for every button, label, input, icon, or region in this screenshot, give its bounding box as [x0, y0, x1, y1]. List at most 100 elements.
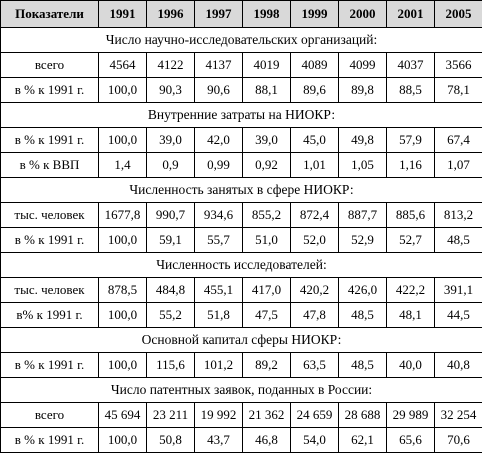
table-cell: 1,4	[99, 153, 147, 178]
table-cell: 90,3	[147, 78, 195, 103]
header-year: 1997	[195, 1, 243, 28]
table-cell: 1,16	[387, 153, 435, 178]
section-title: Число научно-исследовательских организац…	[1, 28, 482, 53]
section-title: Численность занятых в сфере НИОКР:	[1, 178, 482, 203]
table-cell: 70,6	[435, 428, 482, 453]
section-title: Внутренние затраты на НИОКР:	[1, 103, 482, 128]
header-year: 2005	[435, 1, 482, 28]
table-cell: 4037	[387, 53, 435, 78]
table-cell: 100,0	[99, 128, 147, 153]
table-cell: 4122	[147, 53, 195, 78]
table-cell: 89,2	[243, 353, 291, 378]
table-cell: 88,1	[243, 78, 291, 103]
table-cell: 100,0	[99, 303, 147, 328]
table-cell: 878,5	[99, 278, 147, 303]
header-year: 1998	[243, 1, 291, 28]
table-cell: 49,8	[339, 128, 387, 153]
table-cell: 100,0	[99, 428, 147, 453]
table-cell: 115,6	[147, 353, 195, 378]
table-body: Число научно-исследовательских организац…	[1, 28, 482, 453]
table-cell: 55,7	[195, 228, 243, 253]
table-cell: 78,1	[435, 78, 482, 103]
table-cell: 51,0	[243, 228, 291, 253]
section-row: Численность занятых в сфере НИОКР:	[1, 178, 482, 203]
table-cell: 46,8	[243, 428, 291, 453]
table-cell: 89,6	[291, 78, 339, 103]
table-cell: 101,2	[195, 353, 243, 378]
table-cell: 47,8	[291, 303, 339, 328]
table-cell: 0,9	[147, 153, 195, 178]
table-cell: 1,05	[339, 153, 387, 178]
table-cell: 4089	[291, 53, 339, 78]
table-cell: 65,6	[387, 428, 435, 453]
table-cell: 391,1	[435, 278, 482, 303]
header-year: 1996	[147, 1, 195, 28]
table-cell: 21 362	[243, 403, 291, 428]
row-label: в % к 1991 г.	[1, 428, 99, 453]
table-cell: 52,0	[291, 228, 339, 253]
section-row: Основной капитал сферы НИОКР:	[1, 328, 482, 353]
section-row: Число патентных заявок, поданных в Росси…	[1, 378, 482, 403]
row-label: в % к 1991 г.	[1, 228, 99, 253]
header-year: 2001	[387, 1, 435, 28]
section-title: Основной капитал сферы НИОКР:	[1, 328, 482, 353]
row-label: в % к ВВП	[1, 153, 99, 178]
table-cell: 1,01	[291, 153, 339, 178]
header-year: 1999	[291, 1, 339, 28]
table-cell: 24 659	[291, 403, 339, 428]
table-cell: 42,0	[195, 128, 243, 153]
row-label: в % к 1991 г.	[1, 78, 99, 103]
table-cell: 455,1	[195, 278, 243, 303]
table-cell: 887,7	[339, 203, 387, 228]
row-label: в% к 1991 г.	[1, 303, 99, 328]
table-cell: 88,5	[387, 78, 435, 103]
table-cell: 67,4	[435, 128, 482, 153]
header-indicators: Показатели	[1, 1, 99, 28]
header-year: 1991	[99, 1, 147, 28]
table-cell: 855,2	[243, 203, 291, 228]
table-cell: 813,2	[435, 203, 482, 228]
table-cell: 1677,8	[99, 203, 147, 228]
header-row: Показатели 1991 1996 1997 1998 1999 2000…	[1, 1, 482, 28]
table-cell: 45 694	[99, 403, 147, 428]
table-cell: 63,5	[291, 353, 339, 378]
table-cell: 422,2	[387, 278, 435, 303]
table-cell: 0,92	[243, 153, 291, 178]
table-cell: 52,9	[339, 228, 387, 253]
table-cell: 420,2	[291, 278, 339, 303]
table-cell: 100,0	[99, 78, 147, 103]
table-cell: 990,7	[147, 203, 195, 228]
table-cell: 89,8	[339, 78, 387, 103]
table-cell: 90,6	[195, 78, 243, 103]
table-cell: 50,8	[147, 428, 195, 453]
header-year: 2000	[339, 1, 387, 28]
table-cell: 59,1	[147, 228, 195, 253]
table-cell: 426,0	[339, 278, 387, 303]
table-cell: 872,4	[291, 203, 339, 228]
table-cell: 40,8	[435, 353, 482, 378]
table-cell: 32 254	[435, 403, 482, 428]
table-cell: 934,6	[195, 203, 243, 228]
row-label: всего	[1, 403, 99, 428]
section-row: Численность исследователей:	[1, 253, 482, 278]
row-label: в % к 1991 г.	[1, 128, 99, 153]
table-cell: 57,9	[387, 128, 435, 153]
section-row: Число научно-исследовательских организац…	[1, 28, 482, 53]
table-cell: 3566	[435, 53, 482, 78]
table-cell: 62,1	[339, 428, 387, 453]
table-cell: 4099	[339, 53, 387, 78]
table-cell: 1,07	[435, 153, 482, 178]
table-cell: 51,8	[195, 303, 243, 328]
table-cell: 4564	[99, 53, 147, 78]
